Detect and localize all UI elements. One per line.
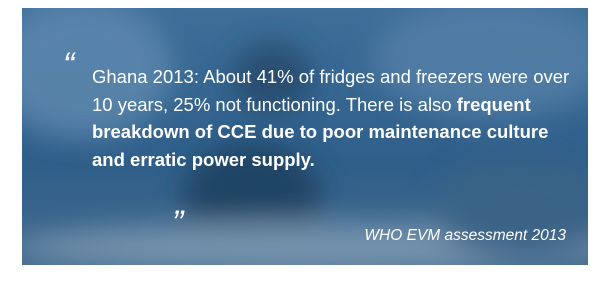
- quote-text: Ghana 2013: About 41% of fridges and fre…: [92, 63, 576, 173]
- page: “ Ghana 2013: About 41% of fridges and f…: [0, 0, 595, 285]
- close-quote-mark: ”: [172, 204, 183, 243]
- open-quote-mark: “: [63, 46, 74, 85]
- quote-source: WHO EVM assessment 2013: [364, 227, 566, 245]
- quote-card: “ Ghana 2013: About 41% of fridges and f…: [22, 8, 588, 265]
